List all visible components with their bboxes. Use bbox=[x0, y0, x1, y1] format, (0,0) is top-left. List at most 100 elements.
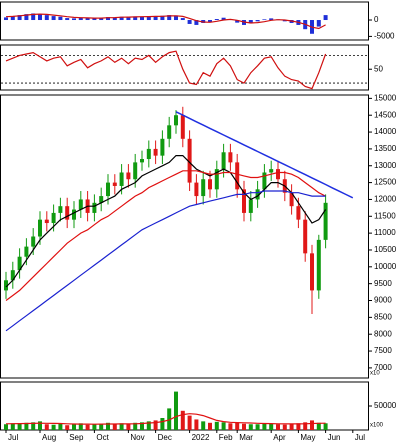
series-line bbox=[5, 413, 326, 425]
bar bbox=[146, 16, 151, 21]
bar bbox=[269, 18, 274, 21]
bar bbox=[31, 422, 36, 430]
bar bbox=[221, 17, 226, 21]
candle-body bbox=[303, 219, 308, 254]
bar bbox=[282, 20, 287, 22]
bar bbox=[85, 18, 90, 21]
candle-body bbox=[221, 152, 226, 170]
series-line bbox=[5, 190, 326, 332]
candle-body bbox=[119, 172, 124, 186]
bar bbox=[262, 19, 267, 21]
candle-body bbox=[92, 202, 97, 213]
candle-body bbox=[187, 138, 192, 183]
y-tick-label: 7500 bbox=[374, 346, 392, 355]
candle-body bbox=[153, 148, 158, 156]
candle-body bbox=[38, 219, 42, 237]
candle-body bbox=[24, 246, 29, 257]
candle-body bbox=[167, 125, 172, 139]
y-tick-label: 11000 bbox=[374, 228, 396, 237]
bar bbox=[51, 16, 56, 21]
candle-body bbox=[17, 256, 22, 271]
bar bbox=[85, 424, 90, 430]
series-line bbox=[5, 13, 326, 30]
bar bbox=[119, 16, 124, 21]
bar bbox=[4, 17, 8, 21]
bar bbox=[126, 17, 131, 21]
bar bbox=[133, 422, 138, 430]
y-tick-label: 0 bbox=[374, 15, 379, 24]
bar bbox=[38, 14, 42, 21]
bar bbox=[208, 20, 212, 22]
candle-body bbox=[106, 182, 110, 197]
candle-body bbox=[180, 115, 185, 139]
bar bbox=[214, 19, 219, 21]
y-tick-label: 10500 bbox=[374, 245, 397, 254]
bar bbox=[289, 424, 294, 430]
bar bbox=[126, 423, 131, 430]
bar bbox=[248, 20, 253, 24]
bar bbox=[160, 418, 165, 430]
x-tick-label: Mar bbox=[239, 433, 253, 442]
x-tick-label: Apr bbox=[273, 433, 286, 442]
bar bbox=[17, 15, 22, 21]
bar bbox=[194, 419, 199, 430]
candle-body bbox=[126, 172, 131, 180]
bar bbox=[58, 423, 63, 430]
bar bbox=[282, 424, 287, 430]
bar bbox=[262, 423, 267, 430]
bar bbox=[167, 408, 172, 430]
scale-label: x100 bbox=[370, 423, 384, 429]
bar bbox=[140, 16, 144, 21]
bar bbox=[221, 422, 226, 430]
y-tick-label: -5000 bbox=[374, 32, 395, 41]
y-tick-label: 50000 bbox=[374, 401, 397, 410]
bar bbox=[17, 423, 22, 430]
bar bbox=[92, 18, 97, 21]
candle-body bbox=[214, 169, 219, 190]
panel-frame bbox=[0, 1, 369, 41]
x-tick-label: Oct bbox=[96, 433, 109, 442]
bar bbox=[180, 410, 185, 430]
bar bbox=[316, 422, 321, 430]
y-tick-label: 15000 bbox=[374, 93, 397, 102]
bar bbox=[38, 421, 42, 430]
y-tick-label: 9000 bbox=[374, 296, 392, 305]
bar bbox=[140, 422, 144, 430]
bar bbox=[248, 424, 253, 430]
candle-body bbox=[146, 148, 151, 160]
bar bbox=[187, 20, 192, 24]
x-tick-label: Feb bbox=[219, 433, 233, 442]
bar bbox=[208, 422, 212, 430]
candle-body bbox=[10, 270, 15, 281]
candle-body bbox=[228, 152, 233, 163]
bar bbox=[296, 423, 301, 430]
y-tick-label: 8500 bbox=[374, 312, 392, 321]
x-tick-label: 2022 bbox=[192, 433, 210, 442]
x-tick-label: May bbox=[300, 433, 315, 442]
bar bbox=[235, 20, 240, 23]
bar bbox=[180, 18, 185, 21]
bar bbox=[167, 15, 172, 21]
candle-body bbox=[255, 189, 260, 200]
bar bbox=[214, 421, 219, 430]
candle-body bbox=[269, 169, 274, 173]
candle-body bbox=[160, 138, 165, 156]
candle-body bbox=[72, 209, 76, 220]
candle-body bbox=[133, 162, 138, 180]
bar bbox=[10, 423, 15, 430]
bar bbox=[99, 18, 104, 21]
bar bbox=[44, 15, 49, 21]
bar bbox=[201, 421, 206, 430]
bar bbox=[106, 422, 110, 430]
candle-body bbox=[201, 179, 206, 197]
bar bbox=[187, 415, 192, 430]
bar bbox=[160, 15, 165, 21]
y-tick-label: 12000 bbox=[374, 195, 397, 204]
bar bbox=[112, 17, 117, 21]
bar bbox=[24, 14, 29, 21]
y-tick-label: 11500 bbox=[374, 211, 396, 220]
bar bbox=[303, 422, 308, 430]
bar bbox=[99, 423, 104, 430]
y-tick-label: 8000 bbox=[374, 329, 392, 338]
bar bbox=[58, 16, 63, 21]
